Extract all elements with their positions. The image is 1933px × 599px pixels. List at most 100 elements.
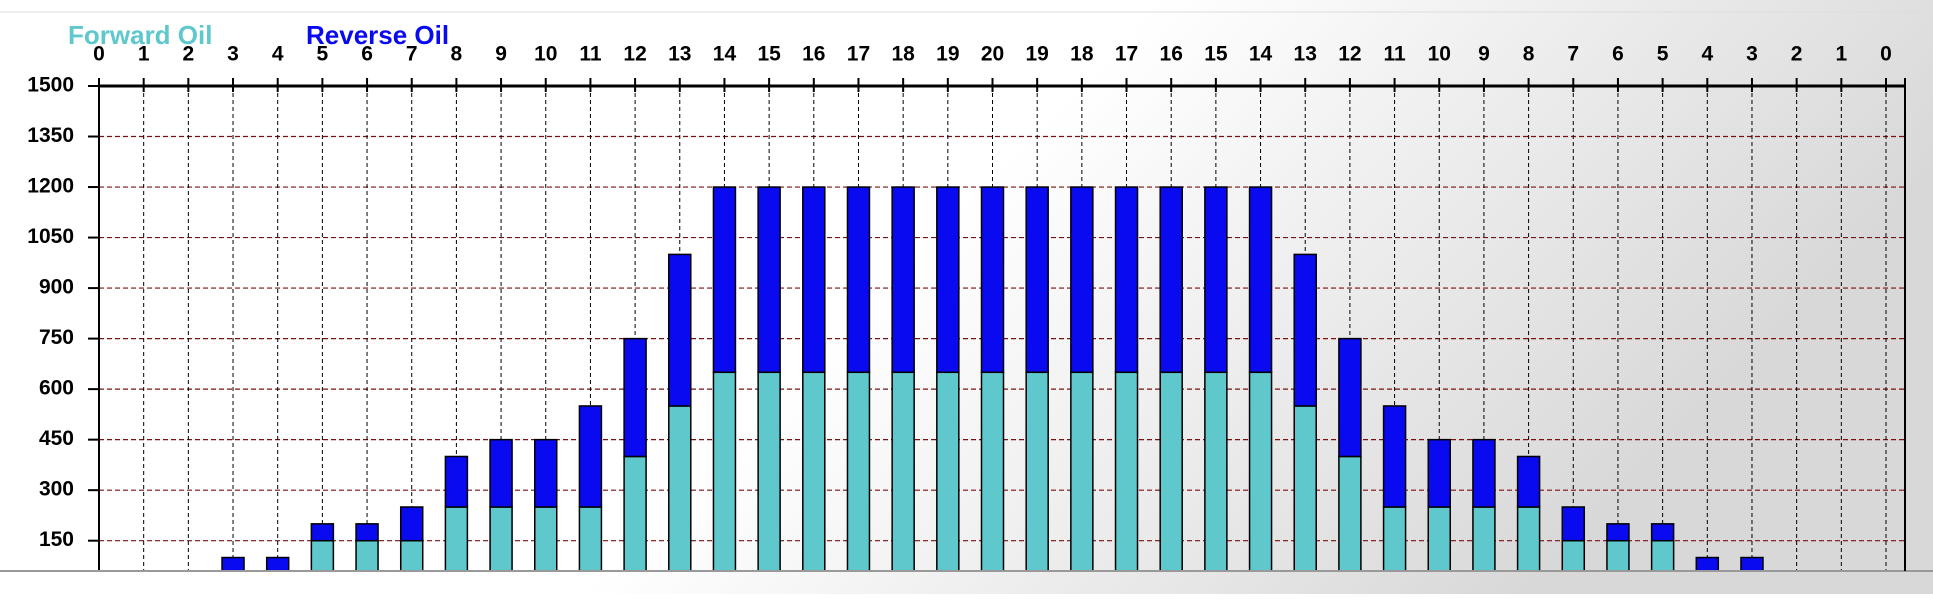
y-tick-label: 600 xyxy=(39,377,74,400)
x-tick-label: 14 xyxy=(713,43,737,66)
bar-segment xyxy=(1025,371,1049,571)
bar-segment xyxy=(936,371,960,571)
bar-segment xyxy=(891,371,915,571)
y-tick-label: 300 xyxy=(39,478,74,501)
x-tick-label: 6 xyxy=(361,43,373,66)
x-tick-label: 17 xyxy=(1115,43,1138,66)
bar-segment xyxy=(310,523,335,542)
x-tick-label: 13 xyxy=(668,43,691,66)
bar-segment xyxy=(265,556,290,571)
x-tick-label: 2 xyxy=(183,43,195,66)
bar-segment xyxy=(444,455,469,508)
bar-segment xyxy=(980,371,1005,571)
x-tick-label: 7 xyxy=(1567,43,1579,66)
bar-segment xyxy=(623,337,647,458)
x-tick-label: 3 xyxy=(227,43,239,66)
bar-segment xyxy=(936,186,960,374)
x-tick-label: 4 xyxy=(1701,43,1713,66)
bar-segment xyxy=(668,405,692,571)
y-tick-label: 1050 xyxy=(27,225,74,248)
x-tick-label: 16 xyxy=(802,43,825,66)
x-tick-label: 8 xyxy=(451,43,463,66)
y-tick-label: 750 xyxy=(39,326,74,349)
bar-segment xyxy=(1114,186,1139,374)
x-tick-label: 8 xyxy=(1523,43,1535,66)
x-tick-label: 2 xyxy=(1791,43,1803,66)
x-tick-label: 14 xyxy=(1249,43,1273,66)
x-tick-label: 19 xyxy=(936,43,959,66)
bar-segment xyxy=(1204,371,1228,571)
bar-segment xyxy=(1114,371,1139,571)
x-tick-label: 12 xyxy=(623,43,646,66)
bar-segment xyxy=(1159,371,1183,571)
x-tick-label: 18 xyxy=(1070,43,1094,66)
bar-segment xyxy=(1516,455,1541,508)
legend-entry: Forward Oil xyxy=(68,20,212,50)
x-tick-label: 5 xyxy=(1657,43,1669,66)
bar-segment xyxy=(1248,186,1273,374)
x-tick-label: 16 xyxy=(1160,43,1183,66)
x-tick-label: 15 xyxy=(1204,43,1228,66)
bar-segment xyxy=(891,186,915,374)
bar-segment xyxy=(712,371,737,571)
bar-segment xyxy=(668,253,692,407)
y-tick-label: 150 xyxy=(39,528,74,551)
y-tick-label: 1500 xyxy=(27,74,74,97)
bar-segment xyxy=(1740,556,1764,571)
bar-segment xyxy=(1293,405,1317,571)
x-tick-label: 5 xyxy=(317,43,329,66)
x-tick-label: 9 xyxy=(495,43,507,66)
x-tick-label: 20 xyxy=(981,43,1004,66)
x-tick-label: 15 xyxy=(757,43,781,66)
bar-segment xyxy=(757,371,781,571)
bar-segment xyxy=(1159,186,1183,374)
bar-segment xyxy=(1070,371,1094,571)
x-tick-label: 9 xyxy=(1478,43,1490,66)
bar-segment xyxy=(355,523,379,542)
bar-segment xyxy=(1695,556,1720,571)
y-tick-label: 1200 xyxy=(27,175,74,198)
x-tick-label: 11 xyxy=(579,43,602,66)
x-tick-label: 0 xyxy=(1880,43,1892,66)
y-tick-label: 900 xyxy=(39,276,74,299)
bar-segment xyxy=(1382,405,1407,508)
legend-entry: Reverse Oil xyxy=(306,20,449,50)
bar-segment xyxy=(1650,523,1675,542)
x-tick-label: 19 xyxy=(1025,43,1048,66)
bar-segment xyxy=(802,186,826,374)
bar-segment xyxy=(846,186,871,374)
bars xyxy=(221,186,1764,571)
y-tick-label: 450 xyxy=(39,427,74,450)
bar-segment xyxy=(1025,186,1049,374)
x-tick-label: 3 xyxy=(1746,43,1758,66)
bar-segment xyxy=(1606,523,1630,542)
x-tick-label: 10 xyxy=(1428,43,1451,66)
x-tick-label: 12 xyxy=(1338,43,1361,66)
bar-segment xyxy=(757,186,781,374)
x-tick-label: 10 xyxy=(534,43,557,66)
bar-segment xyxy=(1070,186,1094,374)
bar-segment xyxy=(980,186,1005,374)
x-tick-label: 18 xyxy=(891,43,915,66)
x-tick-label: 4 xyxy=(272,43,284,66)
x-tick-label: 0 xyxy=(93,43,105,66)
x-tick-label: 11 xyxy=(1383,43,1406,66)
bar-segment xyxy=(578,405,603,508)
bar-segment xyxy=(1248,371,1273,571)
bar-segment xyxy=(534,438,558,508)
x-tick-label: 1 xyxy=(138,43,150,66)
x-tick-label: 1 xyxy=(1835,43,1847,66)
bar-segment xyxy=(1427,438,1451,508)
x-tick-label: 13 xyxy=(1294,43,1317,66)
bar-segment xyxy=(489,438,513,508)
x-tick-label: 7 xyxy=(406,43,418,66)
bar-segment xyxy=(1338,337,1362,458)
grid xyxy=(99,86,1905,571)
bar-segment xyxy=(712,186,737,374)
bar-segment xyxy=(1561,506,1586,542)
bar-segment xyxy=(1204,186,1228,374)
bar-segment xyxy=(802,371,826,571)
